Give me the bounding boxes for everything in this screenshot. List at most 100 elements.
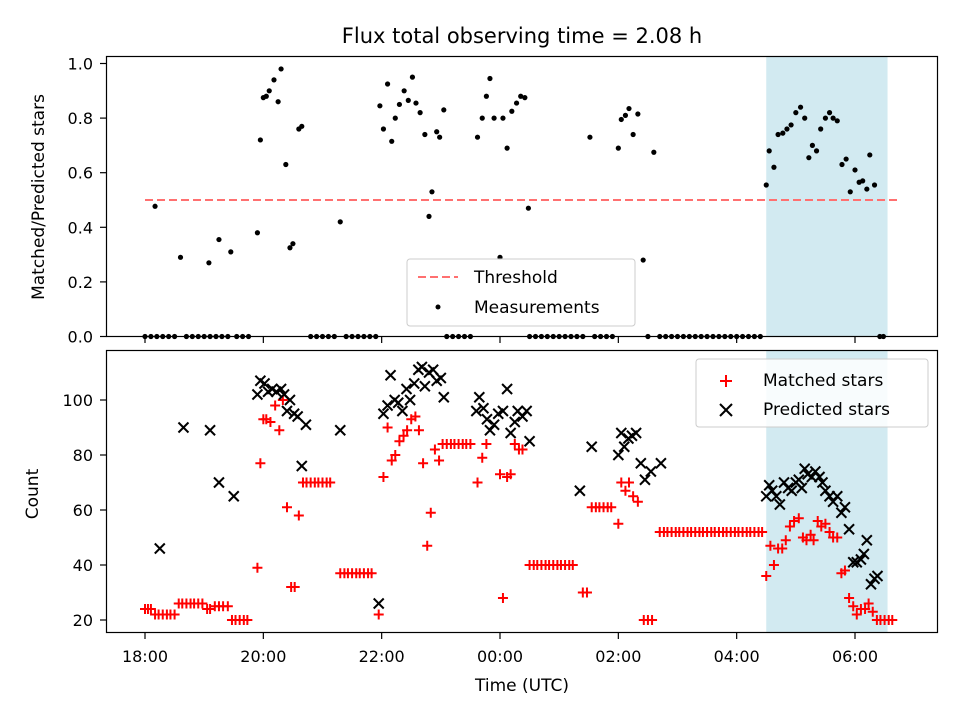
top-shaded-region [766, 56, 888, 337]
measurement-point [401, 88, 407, 94]
matched-star-point [422, 540, 433, 551]
measurement-point [413, 100, 419, 106]
measurement-point [830, 115, 836, 121]
predicted-star-point [228, 490, 240, 502]
measurement-point [522, 95, 528, 101]
matched-star-point [848, 601, 859, 612]
matched-star-point [410, 411, 421, 422]
matched-star-point [780, 535, 791, 546]
predicted-star-point [763, 479, 775, 491]
matched-star-point [812, 516, 823, 526]
bottom-y-tick-label: 40 [73, 556, 93, 575]
legend-measurements-swatch [435, 304, 441, 310]
measurement-point [290, 241, 296, 247]
predicted-star-point [645, 465, 657, 478]
matched-star-point [867, 606, 878, 617]
predicted-star-point [284, 394, 296, 406]
matched-star-point [606, 502, 617, 513]
matched-star-point [632, 496, 643, 507]
predicted-star-point [177, 421, 190, 434]
measurement-point [483, 93, 489, 99]
measurement-point [635, 111, 641, 117]
matched-star-point [425, 507, 436, 518]
predicted-star-point [204, 424, 216, 436]
predicted-star-point [855, 553, 867, 566]
matched-star-point [293, 510, 304, 521]
matched-star-point [784, 521, 795, 532]
predicted-star-point [373, 597, 385, 610]
predicted-star-point [384, 369, 397, 381]
matched-star-point [824, 527, 835, 537]
matched-star-point [222, 601, 233, 612]
bottom-legend-box [695, 358, 929, 428]
top-legend-box [406, 258, 636, 327]
matched-star-point [390, 450, 401, 460]
bottom-x-tick-label: 04:00 [714, 647, 760, 666]
predicted-star-point [770, 490, 783, 502]
predicted-star-point [816, 476, 829, 489]
top-y-tick-label: 0.6 [68, 164, 93, 183]
matched-star-point [373, 609, 384, 620]
measurement-point [513, 100, 520, 106]
measurement-point [806, 155, 812, 161]
measurement-point [254, 230, 261, 236]
matched-star-point [887, 615, 898, 625]
top-y-axis-label: Matched/Predicted stars [29, 94, 49, 300]
measurement-point [504, 145, 510, 151]
matched-star-point [581, 587, 592, 598]
predicted-star-point [281, 405, 293, 417]
predicted-star-point [404, 394, 416, 406]
measurement-point [818, 126, 824, 132]
measurement-point [847, 189, 853, 195]
matched-star-point [863, 598, 874, 609]
bottom-y-tick-label: 60 [73, 501, 93, 520]
predicted-star-point [251, 388, 264, 401]
predicted-star-point [839, 501, 851, 513]
top-y-tick-label: 0.4 [68, 218, 93, 237]
measurement-point [509, 108, 515, 114]
measurement-point [500, 115, 506, 121]
measurement-point [834, 118, 840, 124]
predicted-star-point [793, 474, 805, 486]
matched-star-point [252, 562, 263, 573]
measurement-point [793, 110, 799, 116]
top-y-tick-label: 1.0 [68, 55, 93, 74]
measurement-point [437, 134, 443, 140]
matched-star-point [477, 452, 488, 463]
matched-star-point [567, 560, 578, 570]
matched-star-point [851, 609, 862, 620]
measurement-point [839, 161, 845, 168]
matched-star-point [282, 502, 292, 513]
top-panel: 0.0 0.2 0.4 0.6 0.8 1.0 Flux total observing … [29, 24, 939, 347]
predicted-star-point [655, 457, 667, 469]
measurement-point [871, 182, 878, 188]
measurement-point [377, 103, 383, 109]
matched-star-point [820, 518, 831, 529]
matched-star-point [481, 439, 492, 449]
matched-star-point [808, 535, 819, 546]
measurement-point [299, 123, 305, 129]
predicted-star-point [813, 471, 826, 483]
matched-star-point [509, 439, 520, 449]
matched-star-point [197, 598, 208, 609]
measurement-point [275, 99, 281, 105]
predicted-star-point [408, 377, 420, 390]
top-plot-frame [105, 55, 939, 338]
predicted-star-point [396, 405, 409, 417]
predicted-star-point [213, 476, 225, 489]
measurement-point [216, 236, 222, 243]
predicted-star-point [835, 507, 848, 519]
measurement-point [177, 254, 184, 260]
measurement-point [409, 74, 416, 80]
matched-star-point [270, 400, 281, 411]
measurement-point [809, 142, 816, 148]
measurement-point [852, 167, 858, 173]
measurement-point [618, 116, 624, 123]
measurement-point [396, 101, 403, 108]
measurement-point [780, 130, 786, 136]
matched-star-point [382, 422, 393, 433]
matched-star-point [472, 477, 483, 488]
legend-matched-label: Matched stars [763, 371, 883, 391]
matched-star-point [839, 565, 850, 576]
